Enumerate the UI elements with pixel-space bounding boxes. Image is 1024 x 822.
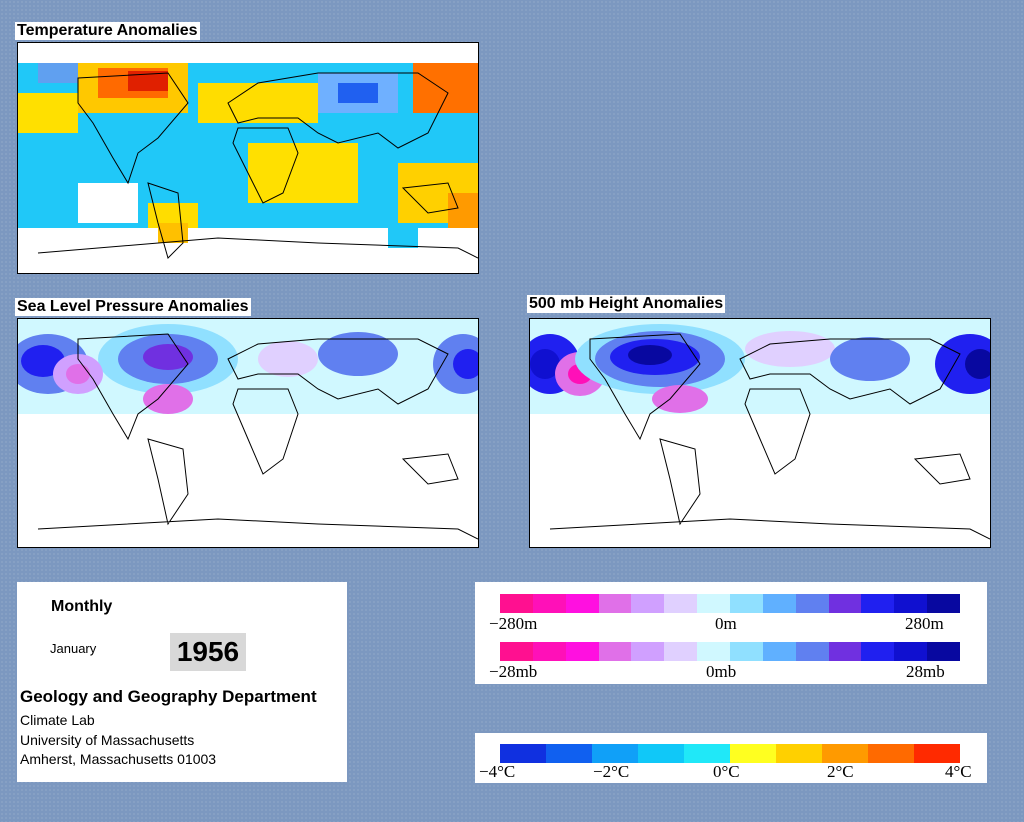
temperature-swatch-1 bbox=[546, 744, 592, 763]
temperature-swatch-4 bbox=[684, 744, 730, 763]
temp-scale-label-3: 2°C bbox=[827, 762, 854, 781]
height-swatch-9 bbox=[795, 594, 829, 613]
temperature-swatch-2 bbox=[592, 744, 638, 763]
pressure-swatch-5 bbox=[664, 642, 698, 661]
height-swatch-1 bbox=[532, 594, 566, 613]
temperature-swatch-3 bbox=[638, 744, 684, 763]
pressure-swatch-1 bbox=[532, 642, 566, 661]
500mb-height-title: 500 mb Height Anomalies bbox=[527, 295, 726, 313]
height-scale-max: 280m bbox=[905, 614, 944, 633]
height-swatch-13 bbox=[927, 594, 961, 613]
pressure-swatch-13 bbox=[927, 642, 961, 661]
pressure-swatch-3 bbox=[598, 642, 632, 661]
pressure-swatch-4 bbox=[631, 642, 665, 661]
height-swatch-12 bbox=[894, 594, 928, 613]
pressure-swatch-6 bbox=[697, 642, 731, 661]
height-swatch-10 bbox=[828, 594, 862, 613]
address-line: Amherst, Massachusetts 01003 bbox=[20, 751, 217, 767]
height-scale-min: −280m bbox=[489, 614, 538, 633]
pressure-swatch-12 bbox=[894, 642, 928, 661]
height-swatch-2 bbox=[565, 594, 599, 613]
temp-scale-label-2: 0°C bbox=[713, 762, 740, 781]
height-swatch-0 bbox=[500, 594, 533, 613]
temp-scale-label-1: −2°C bbox=[593, 762, 630, 781]
height-map-graphic bbox=[530, 319, 990, 540]
temperature-color-bar bbox=[500, 744, 960, 763]
pressure-scale-min: −28mb bbox=[489, 662, 538, 681]
height-swatch-5 bbox=[664, 594, 698, 613]
height-color-bar bbox=[500, 594, 961, 613]
pressure-scale-mid: 0mb bbox=[706, 662, 737, 681]
month-label: January bbox=[50, 641, 97, 656]
temperature-map-graphic bbox=[18, 43, 478, 273]
pressure-color-bar bbox=[500, 642, 961, 661]
500mb-height-map bbox=[529, 318, 991, 548]
pressure-map-graphic bbox=[18, 319, 478, 540]
height-swatch-3 bbox=[598, 594, 632, 613]
pressure-swatch-7 bbox=[730, 642, 763, 661]
temperature-swatch-9 bbox=[914, 744, 960, 763]
temperature-anomalies-map bbox=[17, 42, 479, 274]
height-swatch-4 bbox=[631, 594, 665, 613]
pressure-swatch-2 bbox=[565, 642, 599, 661]
height-scale-mid: 0m bbox=[715, 614, 737, 633]
anomaly-legend: −280m 0m 280m −28mb 0mb 28mb bbox=[475, 582, 987, 684]
temperature-swatch-5 bbox=[730, 744, 776, 763]
sea-level-pressure-title: Sea Level Pressure Anomalies bbox=[15, 298, 251, 316]
university-name: University of Massachusetts bbox=[20, 732, 195, 748]
pressure-scale-max: 28mb bbox=[906, 662, 945, 681]
temperature-swatch-0 bbox=[500, 744, 546, 763]
temperature-swatch-8 bbox=[868, 744, 914, 763]
year-label: 1956 bbox=[170, 633, 246, 671]
temp-scale-label-4: 4°C bbox=[945, 762, 972, 781]
height-swatch-7 bbox=[730, 594, 763, 613]
pressure-swatch-11 bbox=[861, 642, 895, 661]
pressure-swatch-8 bbox=[762, 642, 796, 661]
department-name: Geology and Geography Department bbox=[20, 687, 317, 706]
sea-level-pressure-map bbox=[17, 318, 479, 548]
height-swatch-8 bbox=[762, 594, 796, 613]
temperature-anomalies-title: Temperature Anomalies bbox=[15, 22, 200, 40]
height-swatch-11 bbox=[861, 594, 895, 613]
temp-scale-label-0: −4°C bbox=[479, 762, 516, 781]
temperature-swatch-7 bbox=[822, 744, 868, 763]
info-box: Monthly January 1956 Geology and Geograp… bbox=[17, 582, 347, 782]
pressure-swatch-10 bbox=[828, 642, 862, 661]
height-swatch-6 bbox=[697, 594, 731, 613]
temperature-swatch-6 bbox=[776, 744, 822, 763]
temperature-legend: −4°C −2°C 0°C 2°C 4°C bbox=[475, 733, 987, 783]
pressure-swatch-9 bbox=[795, 642, 829, 661]
period-label: Monthly bbox=[51, 598, 113, 615]
pressure-swatch-0 bbox=[500, 642, 533, 661]
lab-name: Climate Lab bbox=[20, 712, 95, 728]
